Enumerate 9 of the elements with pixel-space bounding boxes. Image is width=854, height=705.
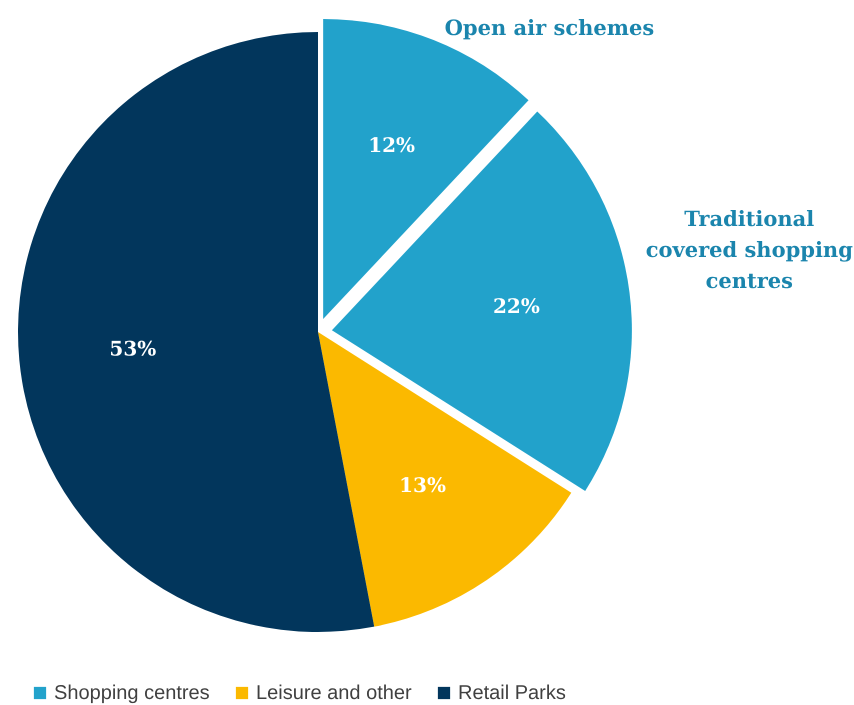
- data-label: 13%: [399, 472, 446, 497]
- data-label: 53%: [109, 336, 156, 361]
- text: Traditional covered shopping centres: [646, 206, 854, 293]
- legend-label: Retail Parks: [458, 682, 566, 704]
- text: Open air schemes: [444, 15, 654, 40]
- data-label: 22%: [493, 294, 540, 318]
- legend-label: Shopping centres: [54, 682, 210, 704]
- data-label: 12%: [368, 133, 416, 158]
- legend-label: Leisure and other: [256, 682, 412, 704]
